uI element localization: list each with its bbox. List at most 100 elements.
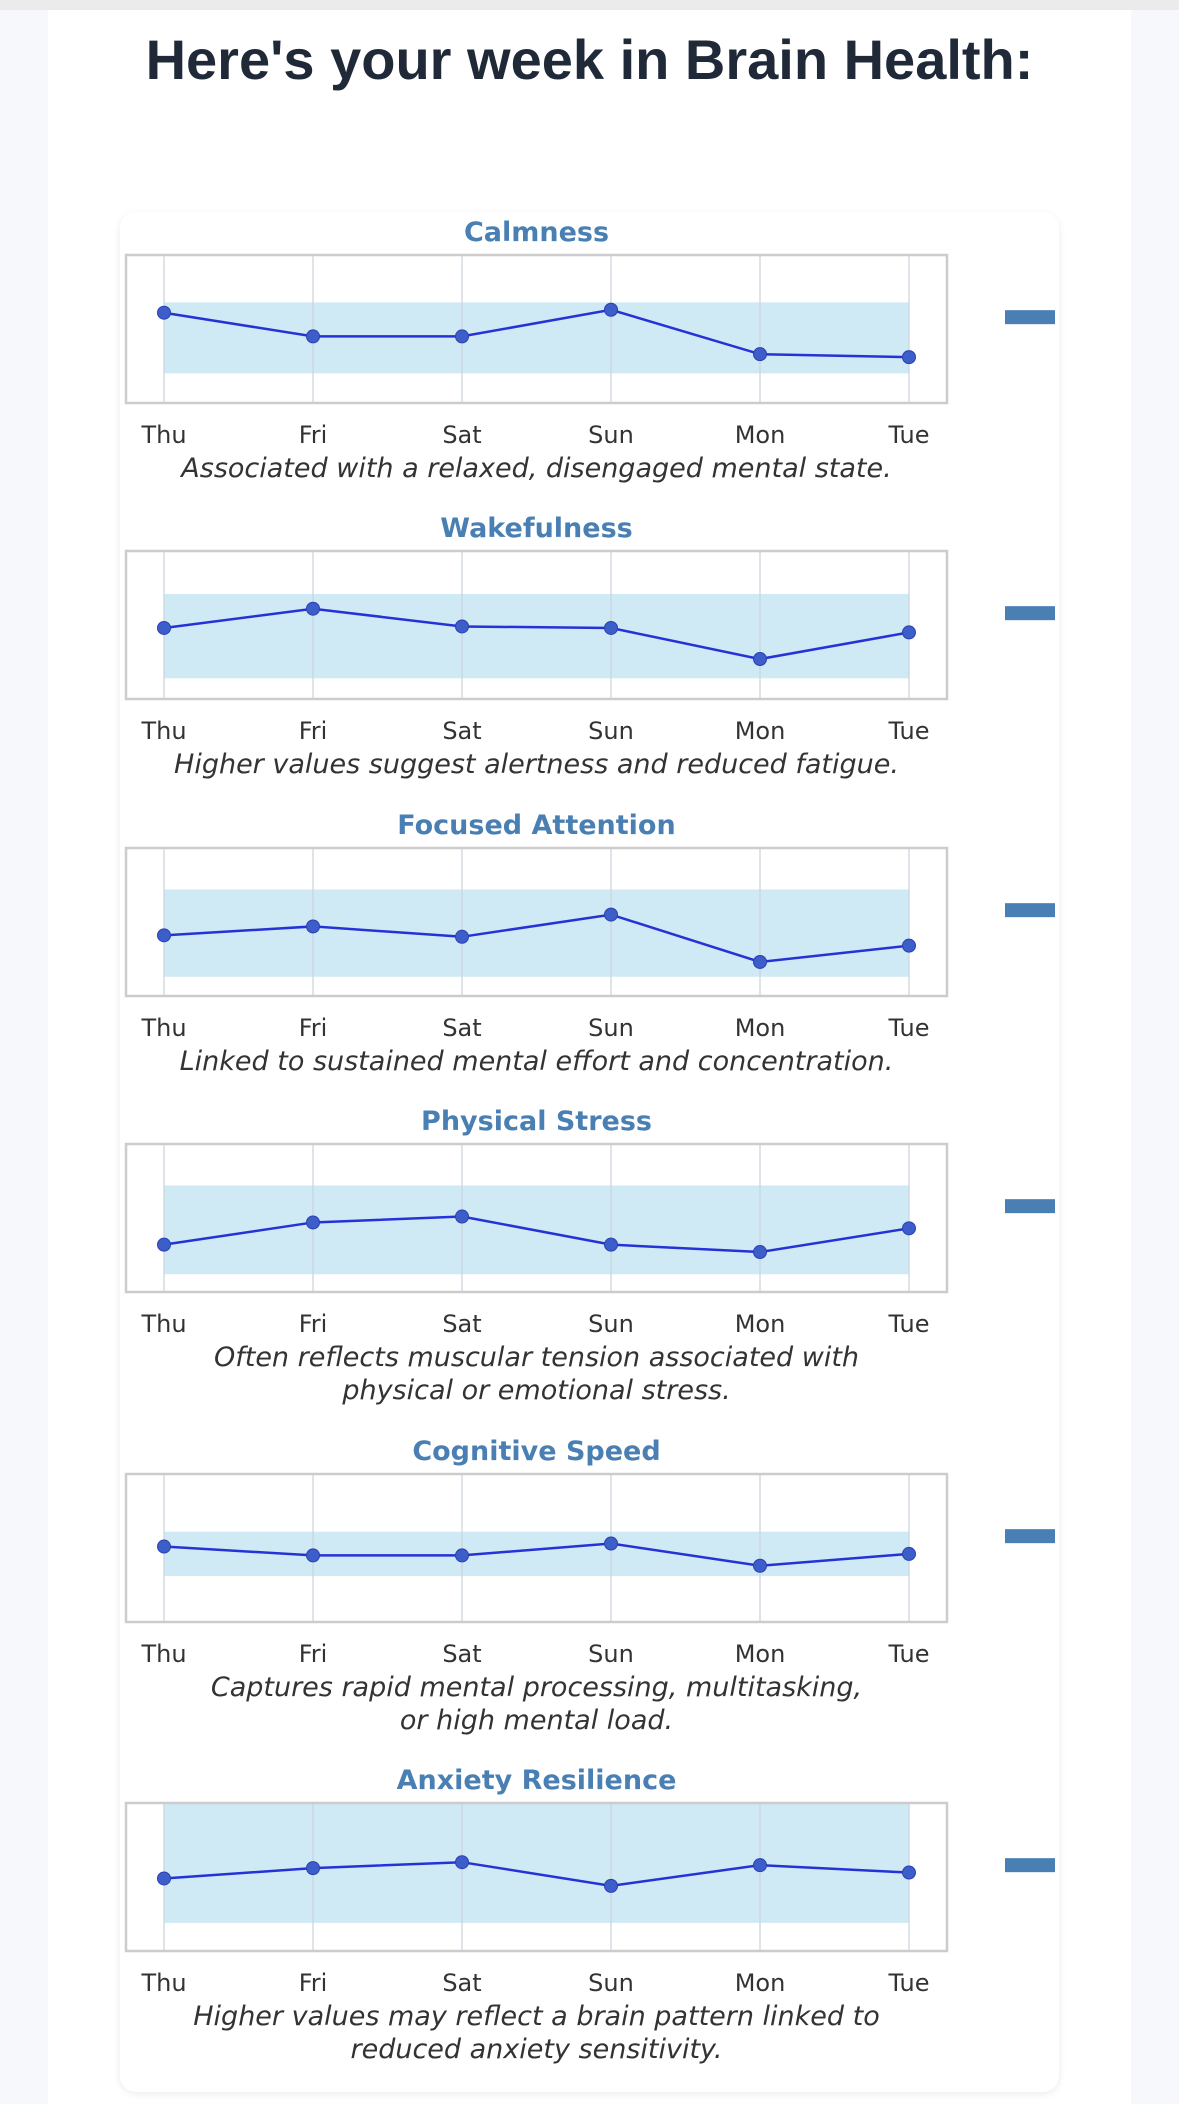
x-tick-label: Tue — [888, 717, 930, 745]
series-line — [163, 1215, 910, 1254]
indicator-dash — [1005, 1529, 1055, 1544]
plot-frame — [124, 846, 949, 998]
data-point-sun — [604, 907, 618, 922]
x-tick-label: Mon — [735, 1014, 786, 1042]
data-point-thu — [157, 620, 171, 635]
chart-title: Wakefulness — [440, 513, 632, 544]
data-point-sat — [455, 1855, 469, 1870]
data-point-fri — [306, 1861, 320, 1876]
x-tick-label: Sat — [442, 717, 481, 745]
data-point-sun — [604, 1878, 618, 1893]
chart-description: Associated with a relaxed, disengaged me… — [179, 453, 891, 484]
x-tick-label: Sat — [442, 1310, 481, 1338]
x-tick-label: Thu — [140, 1969, 186, 1997]
x-tick-label: Thu — [140, 717, 186, 745]
x-tick-label: Sun — [588, 717, 634, 745]
chart-title: Focused Attention — [397, 810, 675, 841]
reference-band — [164, 302, 909, 374]
data-point-mon — [753, 347, 767, 362]
chart-title: Anxiety Resilience — [397, 1765, 677, 1796]
data-point-sun — [604, 1237, 618, 1252]
page-title: Here's your week in Brain Health: — [145, 28, 1034, 91]
plot-frame — [124, 1801, 949, 1953]
chart-description: Higher values may reflect a brain patter… — [193, 2001, 880, 2032]
data-point-sun — [604, 1536, 618, 1551]
plot-frame — [124, 549, 949, 701]
x-tick-label: Mon — [735, 1969, 786, 1997]
chart-description: Linked to sustained mental effort and co… — [180, 1046, 894, 1077]
x-tick-label: Fri — [299, 1310, 328, 1338]
data-point-tue — [902, 625, 916, 640]
data-point-thu — [157, 1539, 171, 1554]
reference-band — [164, 593, 909, 679]
chart-4: Cognitive Speed Thu Fri Sat Sun Mon Tue Capture… — [124, 1436, 1055, 1736]
data-point-mon — [753, 1558, 767, 1573]
x-tick-label: Mon — [735, 717, 786, 745]
top-strip — [0, 0, 1179, 10]
x-tick-label: Sun — [588, 421, 634, 449]
x-tick-label: Tue — [888, 1310, 930, 1338]
reference-band — [164, 1803, 909, 1923]
data-point-tue — [902, 1221, 916, 1236]
x-tick-label: Sat — [442, 421, 481, 449]
data-point-thu — [157, 928, 171, 943]
x-tick-label: Sun — [588, 1014, 634, 1042]
data-point-fri — [306, 329, 320, 344]
x-tick-label: Tue — [888, 1969, 930, 1997]
plot-frame — [124, 253, 949, 405]
x-tick-label: Fri — [299, 1014, 328, 1042]
x-tick-label: Sun — [588, 1969, 634, 1997]
indicator-dash — [1005, 1199, 1055, 1214]
x-tick-label: Mon — [735, 1640, 786, 1668]
chart-title: Physical Stress — [421, 1106, 652, 1137]
x-tick-label: Sun — [588, 1310, 634, 1338]
data-point-sat — [455, 1209, 469, 1224]
x-tick-label: Sat — [442, 1969, 481, 1997]
data-point-mon — [753, 1245, 767, 1260]
chart-title: Cognitive Speed — [412, 1436, 660, 1467]
data-point-sun — [604, 620, 618, 635]
data-point-sun — [604, 302, 618, 317]
x-tick-label: Sun — [588, 1640, 634, 1668]
chart-description: Often reflects muscular tension associat… — [214, 1342, 859, 1373]
plot-frame — [124, 1142, 949, 1294]
x-tick-label: Fri — [299, 717, 328, 745]
data-point-tue — [902, 1865, 916, 1880]
data-point-sat — [455, 619, 469, 634]
series-line — [163, 1542, 910, 1568]
x-tick-label: Sat — [442, 1640, 481, 1668]
chart-description: or high mental load. — [400, 1705, 673, 1736]
chart-5: Anxiety Resilience Thu Fri Sat Sun Mon Tue High… — [124, 1765, 1055, 2065]
x-tick-label: Tue — [888, 1640, 930, 1668]
x-tick-label: Fri — [299, 421, 328, 449]
x-tick-label: Sat — [442, 1014, 481, 1042]
chart-description: reduced anxiety sensitivity. — [350, 2034, 722, 2065]
indicator-dash — [1005, 1858, 1055, 1873]
data-point-fri — [306, 919, 320, 934]
x-tick-label: Thu — [140, 1640, 186, 1668]
data-point-mon — [753, 652, 767, 667]
x-tick-label: Tue — [888, 421, 930, 449]
x-tick-label: Tue — [888, 1014, 930, 1042]
data-point-sat — [455, 929, 469, 944]
x-tick-label: Mon — [735, 421, 786, 449]
chart-3: Physical Stress Thu Fri Sat Sun Mon Tue Often r… — [124, 1106, 1055, 1406]
plot-frame — [124, 1472, 949, 1624]
data-point-tue — [902, 1546, 916, 1561]
reference-band — [164, 889, 909, 977]
data-point-fri — [306, 1548, 320, 1563]
data-point-fri — [306, 1215, 320, 1230]
series-line — [163, 1860, 910, 1888]
data-point-thu — [157, 305, 171, 320]
data-point-fri — [306, 601, 320, 616]
data-point-tue — [902, 938, 916, 953]
series-line — [163, 913, 910, 964]
series-line — [163, 308, 910, 359]
data-point-thu — [157, 1237, 171, 1252]
chart-title: Calmness — [464, 217, 609, 248]
data-point-mon — [753, 954, 767, 969]
x-tick-label: Fri — [299, 1640, 328, 1668]
data-point-sat — [455, 329, 469, 344]
data-point-thu — [157, 1871, 171, 1886]
